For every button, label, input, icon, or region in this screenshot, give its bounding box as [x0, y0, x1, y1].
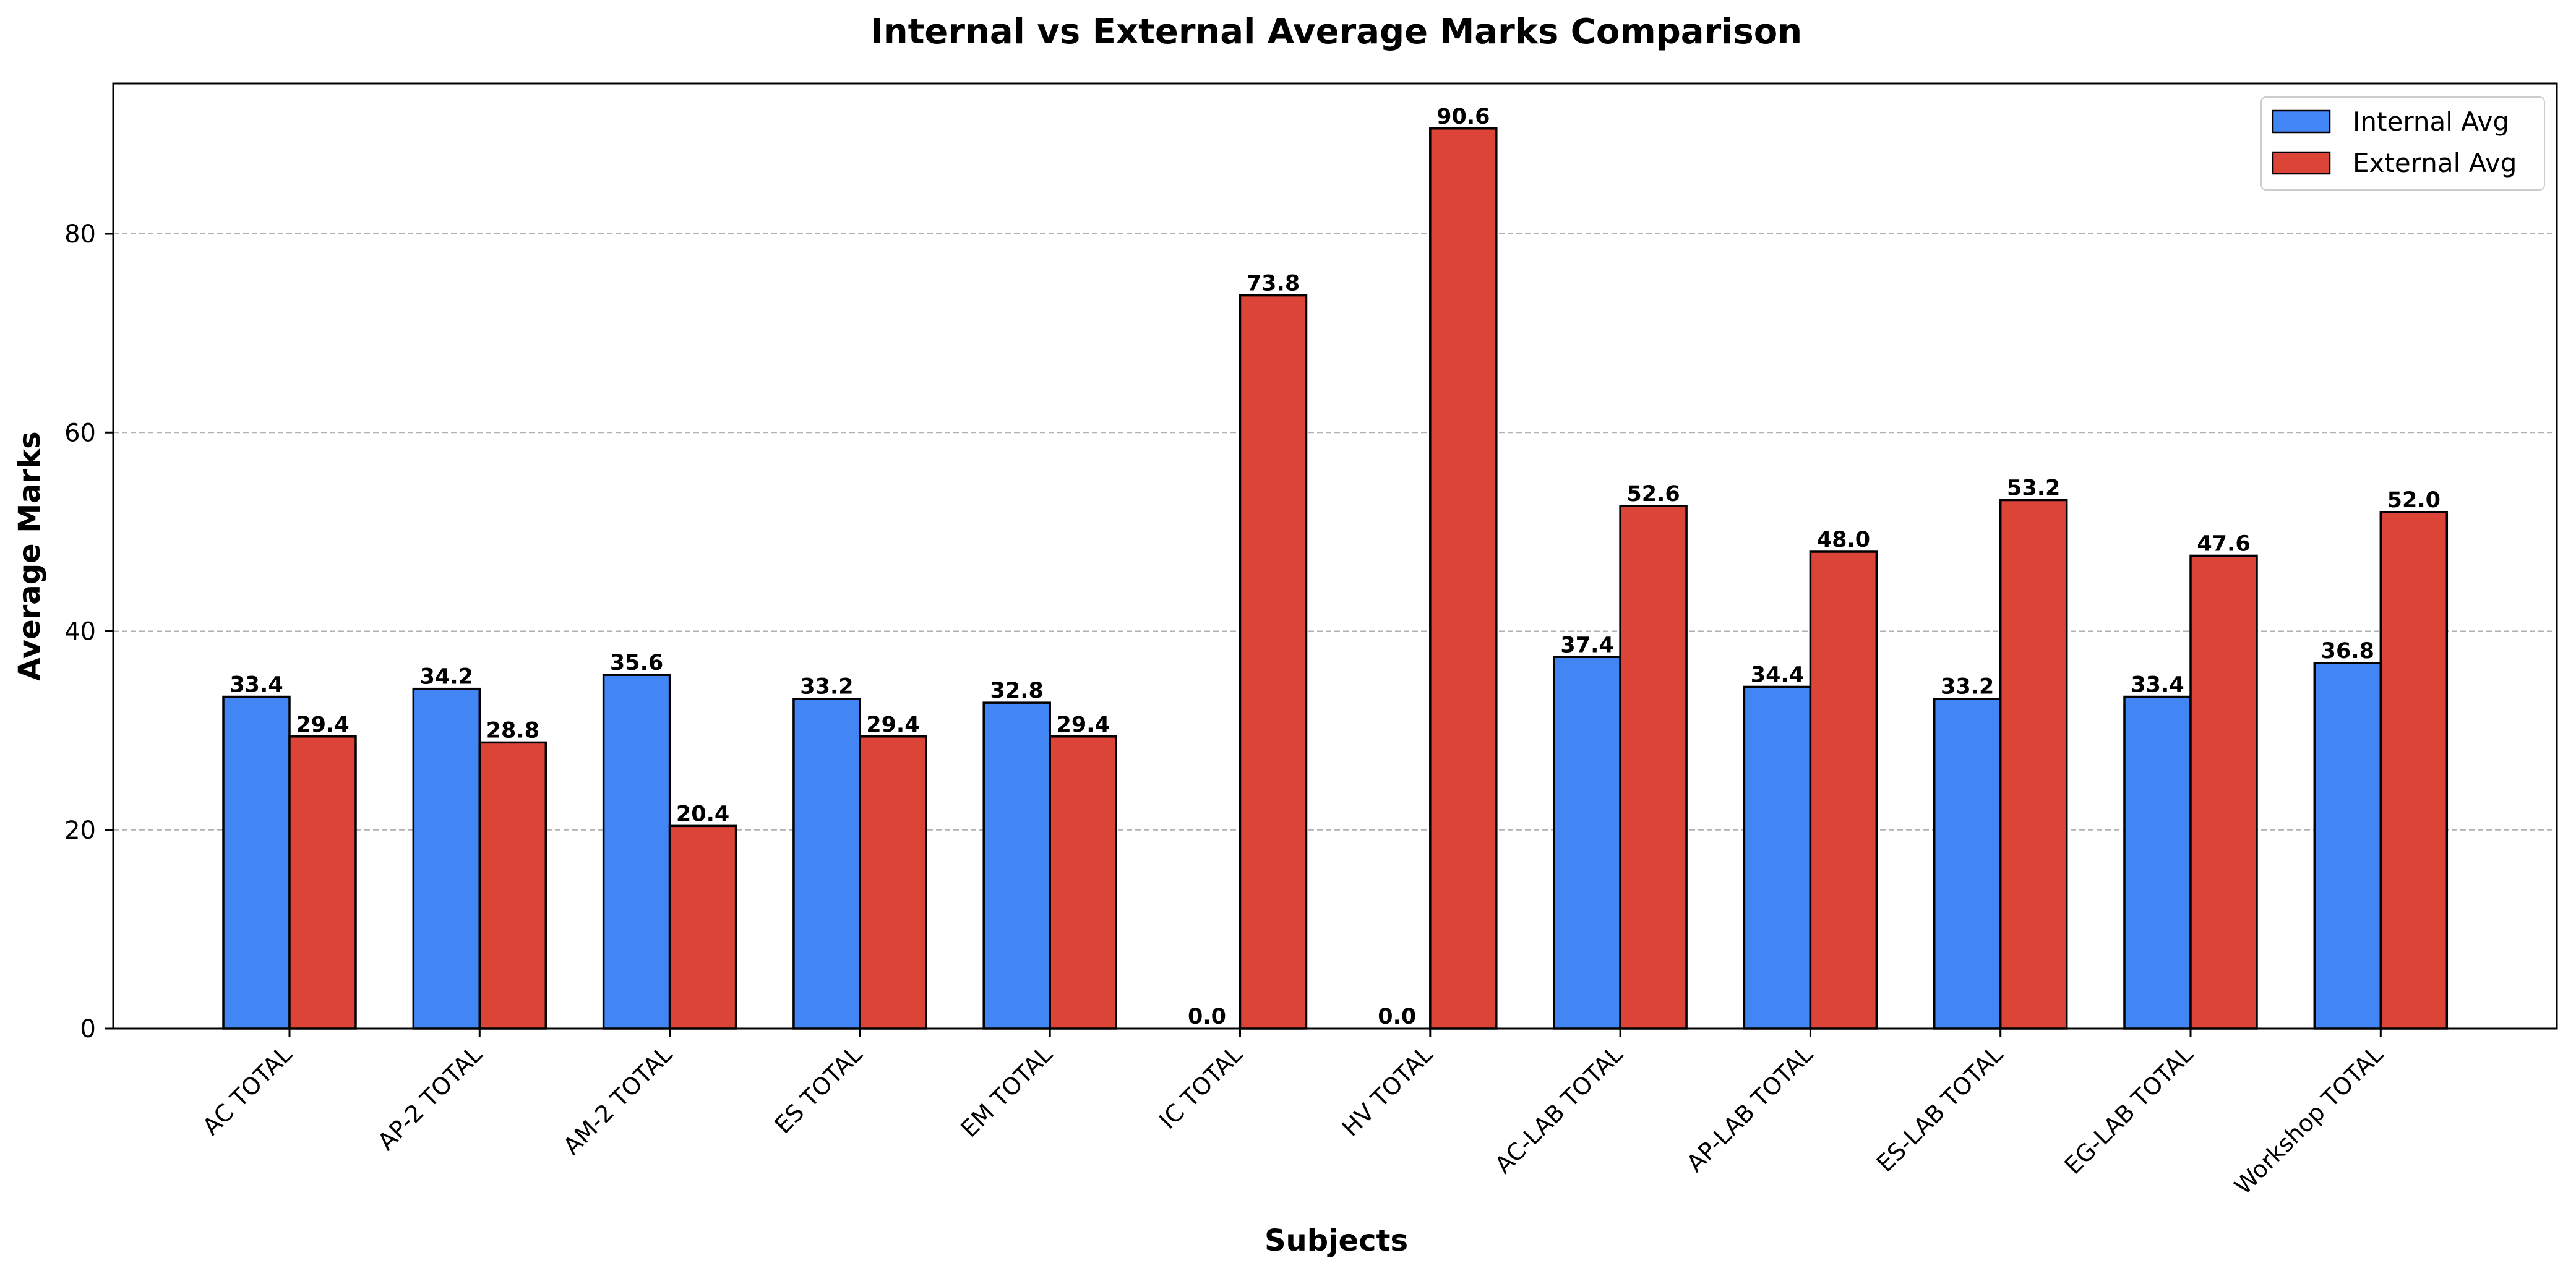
y-tick-label: 80	[64, 220, 96, 249]
bar-internal	[2313, 662, 2382, 1030]
bar-internal	[1743, 685, 1812, 1030]
value-label-external: 53.2	[2007, 476, 2060, 500]
value-label-external: 73.8	[1247, 272, 1300, 296]
x-axis-label: Subjects	[1264, 1223, 1408, 1258]
value-label-internal: 36.8	[2321, 639, 2374, 664]
y-tick-label: 0	[80, 1015, 96, 1043]
y-tick-label: 20	[64, 816, 96, 845]
bar-internal	[982, 701, 1051, 1030]
y-axis-label: Average Marks	[12, 431, 47, 680]
value-label-external: 28.8	[486, 718, 539, 743]
value-label-internal: 0.0	[1188, 1004, 1226, 1029]
legend: Internal Avg External Avg	[2260, 96, 2545, 191]
bar-external	[478, 741, 547, 1030]
value-label-external: 47.6	[2197, 531, 2250, 556]
bar-external	[1999, 499, 2068, 1030]
value-label-external: 29.4	[1057, 713, 1110, 737]
value-label-internal: 33.2	[800, 675, 853, 700]
value-label-internal: 33.4	[230, 673, 283, 698]
bars	[222, 127, 2449, 1030]
value-label-internal: 33.4	[2131, 673, 2184, 698]
bar-external	[1429, 127, 1498, 1030]
legend-label-external: External Avg	[2353, 148, 2517, 178]
bar-external	[1619, 505, 1688, 1030]
value-label-internal: 33.2	[1941, 675, 1994, 700]
bar-internal	[412, 687, 481, 1030]
value-label-external: 52.0	[2387, 488, 2441, 513]
value-label-internal: 37.4	[1560, 633, 1613, 657]
bar-external	[2379, 511, 2449, 1030]
value-label-external: 20.4	[676, 802, 729, 826]
bar-external	[2189, 554, 2258, 1030]
bar-internal	[1933, 697, 2002, 1030]
bar-external	[1809, 550, 1878, 1030]
value-label-external: 52.6	[1626, 482, 1680, 507]
value-label-internal: 35.6	[610, 651, 663, 675]
y-tick-label: 60	[64, 419, 96, 447]
bar-external	[668, 824, 737, 1030]
value-label-internal: 34.2	[420, 665, 473, 690]
value-label-internal: 32.8	[990, 679, 1044, 703]
value-label-external: 90.6	[1436, 105, 1490, 129]
bar-internal	[222, 695, 291, 1030]
value-label-internal: 34.4	[1751, 662, 1804, 687]
bar-external	[859, 735, 927, 1030]
value-label-external: 29.4	[296, 713, 349, 737]
y-tick-label: 40	[64, 618, 96, 646]
bar-internal	[2123, 695, 2192, 1030]
chart-title: Internal vs External Average Marks Compa…	[870, 12, 1802, 52]
y-axis: 0 20 40 60 80	[64, 220, 113, 1043]
plot-area-frame	[112, 82, 2558, 1030]
value-label-external: 48.0	[1817, 528, 1870, 552]
bar-internal	[602, 674, 671, 1030]
bar-internal	[792, 697, 861, 1030]
bar-internal	[1553, 656, 1621, 1030]
bar-external	[288, 735, 357, 1030]
legend-swatch-external	[2272, 151, 2331, 175]
legend-label-internal: Internal Avg	[2353, 106, 2509, 137]
value-label-internal: 0.0	[1378, 1004, 1416, 1029]
legend-swatch-internal	[2272, 109, 2331, 134]
value-labels: 33.4 29.4 34.2 28.8 35.6 20.4 33.2 29.4 32.8 29.4…	[230, 105, 2441, 1029]
value-label-external: 29.4	[866, 713, 919, 737]
bar-external	[1239, 294, 1308, 1030]
legend-frame	[2260, 96, 2545, 191]
bar-external	[1049, 735, 1117, 1030]
